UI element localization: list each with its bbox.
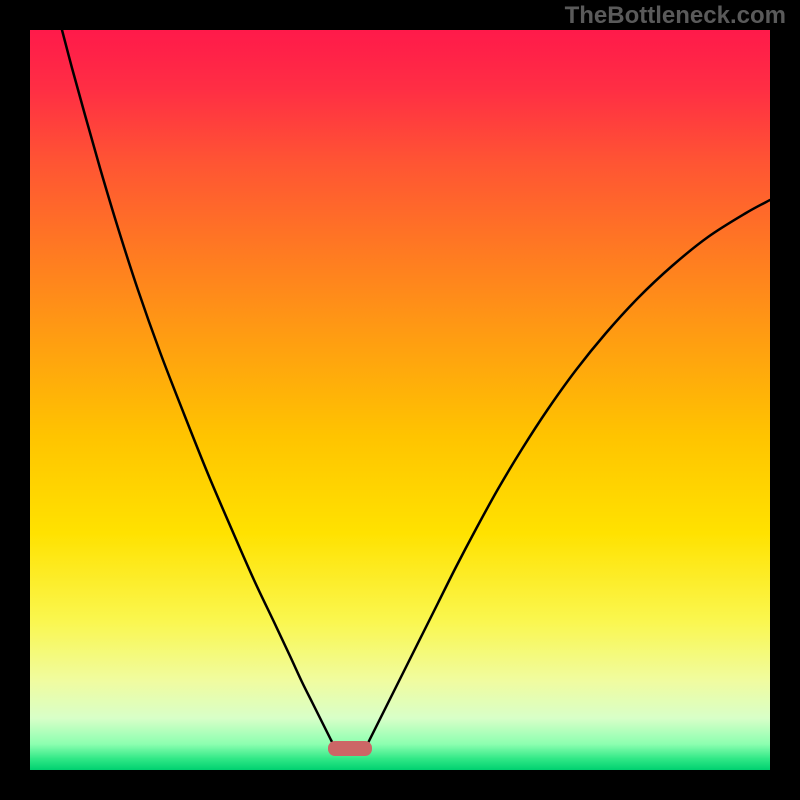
curve-left-branch (62, 30, 334, 747)
curve-right-branch (366, 200, 770, 747)
bottleneck-curve (30, 30, 770, 770)
optimal-range-marker (328, 741, 372, 756)
chart-container: TheBottleneck.com (0, 0, 800, 800)
watermark-text: TheBottleneck.com (565, 2, 786, 30)
